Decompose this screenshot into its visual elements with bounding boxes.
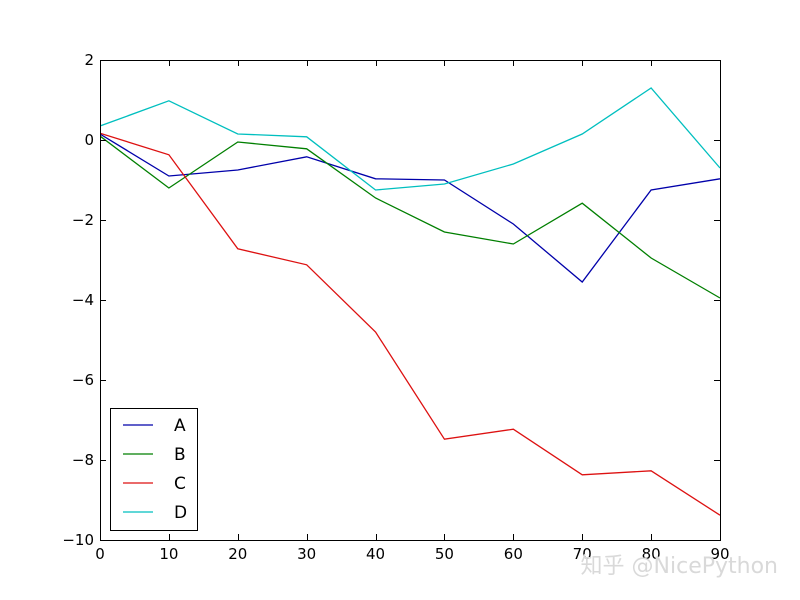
y-tick-label: −8: [72, 451, 94, 469]
y-tick-label: −2: [72, 211, 94, 229]
x-tick-label: 20: [228, 545, 247, 563]
legend-label-c: C: [174, 474, 186, 494]
watermark-text: 知乎 @NicePython: [581, 554, 778, 579]
series-layer: [100, 87, 721, 516]
y-tick-label: −4: [72, 291, 94, 309]
x-tick-label: 30: [297, 545, 316, 563]
y-tick-label: −6: [72, 371, 94, 389]
series-line-d: [100, 87, 721, 191]
legend-label-d: D: [174, 503, 187, 523]
legend-box: [110, 408, 198, 531]
x-tick-label: 50: [435, 545, 454, 563]
y-tick-label: 0: [84, 131, 94, 149]
x-tick-label: 10: [159, 545, 178, 563]
x-tick-label: 40: [366, 545, 385, 563]
x-tick-label: 70: [573, 545, 592, 563]
series-line-c: [100, 132, 721, 516]
y-tick-label: −10: [62, 531, 94, 549]
series-line-a: [100, 133, 721, 283]
x-tick-label: 60: [504, 545, 523, 563]
legend-label-a: A: [174, 416, 186, 436]
y-tick-label: 2: [84, 51, 94, 69]
x-tick-label: 0: [95, 545, 105, 563]
legend-label-b: B: [174, 445, 186, 465]
x-tick-label: 90: [710, 545, 729, 563]
x-tick-label: 80: [642, 545, 661, 563]
series-line-b: [100, 135, 721, 299]
